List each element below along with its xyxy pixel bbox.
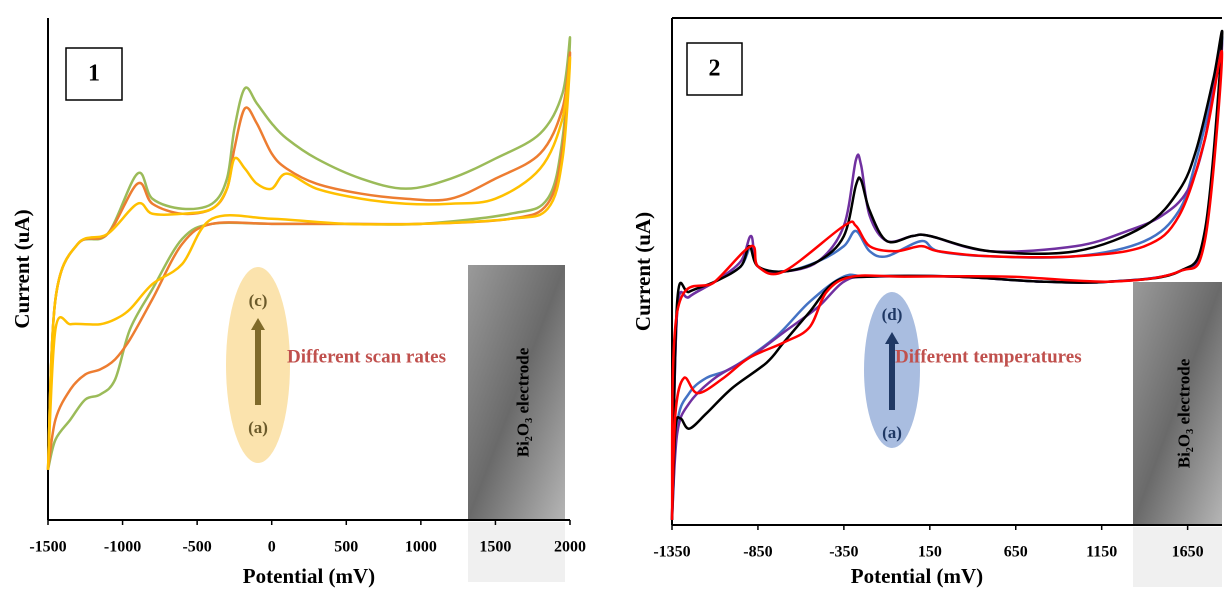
- electrode-image: [468, 265, 565, 520]
- arrow-top-label: (c): [249, 291, 268, 310]
- x-tick-label: 1000: [405, 539, 437, 556]
- x-axis-title: Potential (mV): [851, 564, 983, 588]
- arrow-bottom-label: (a): [248, 418, 268, 437]
- x-tick-label: 650: [1004, 544, 1028, 561]
- x-tick-label: -1500: [29, 539, 66, 556]
- y-axis-title: Current (uA): [631, 212, 655, 331]
- panel-label: 1: [88, 61, 100, 87]
- x-tick-label: 0: [268, 539, 276, 556]
- x-tick-label: -350: [829, 544, 858, 561]
- x-tick-label: 2000: [554, 539, 586, 556]
- x-tick-label: -850: [743, 544, 772, 561]
- x-tick-label: 500: [334, 539, 358, 556]
- arrow-text: Different temperatures: [895, 346, 1082, 367]
- arrow-top-label: (d): [882, 305, 903, 324]
- electrode-image: [1133, 282, 1222, 525]
- arrow-bottom-label: (a): [882, 423, 902, 442]
- electrode-reflection: [468, 522, 565, 582]
- panel-label-box: [65, 47, 123, 101]
- panel-label: 2: [709, 56, 721, 82]
- x-tick-label: -500: [182, 539, 211, 556]
- x-tick-label: 1650: [1172, 544, 1204, 561]
- image-label: Bi₂O₃ electrode: [513, 347, 532, 457]
- x-tick-label: -1000: [104, 539, 141, 556]
- x-axis-title: Potential (mV): [243, 564, 375, 588]
- arrow-shaft: [255, 328, 261, 405]
- arrow-shaft: [889, 342, 895, 410]
- arrow-text: Different scan rates: [287, 346, 446, 367]
- x-tick-label: 1500: [479, 539, 511, 556]
- x-tick-label: -1350: [653, 544, 690, 561]
- electrode-reflection: [1133, 527, 1222, 587]
- image-label: Bi₂O₃ electrode: [1174, 358, 1193, 468]
- cv-curve: [46, 36, 572, 471]
- arrow-head: [885, 332, 899, 344]
- arrow-head: [251, 318, 265, 330]
- cv-curve: [670, 49, 1224, 520]
- x-tick-label: 1150: [1086, 544, 1117, 561]
- panel-label-box: [686, 42, 743, 96]
- y-axis-title: Current (uA): [10, 209, 34, 328]
- cv-curve: [46, 56, 572, 470]
- x-tick-label: 150: [918, 544, 942, 561]
